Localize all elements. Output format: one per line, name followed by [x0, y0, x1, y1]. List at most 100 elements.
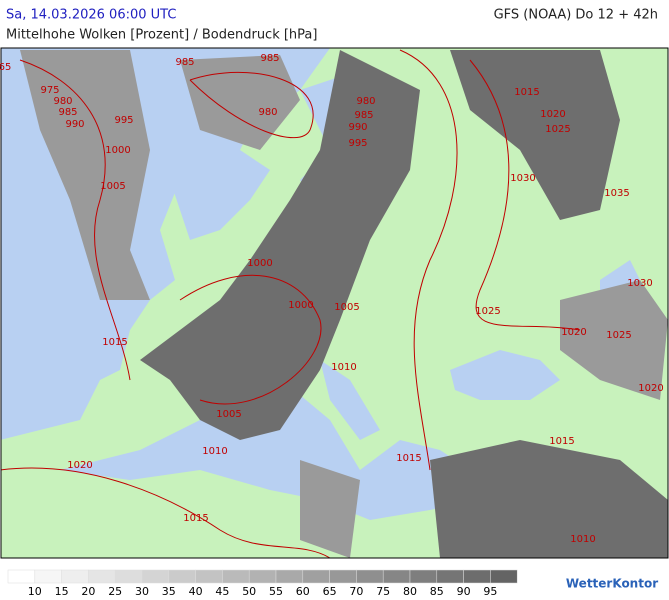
legend-swatch	[195, 569, 223, 584]
legend-swatch	[382, 569, 411, 584]
isobar-label: 1030	[627, 278, 652, 289]
legend-swatch	[141, 569, 170, 584]
legend-swatch	[275, 569, 304, 584]
isobar-label: 1010	[570, 534, 595, 545]
adriatic	[320, 360, 380, 440]
cloud-area	[450, 50, 620, 220]
date-label: Sa, 14.03.2026 06:00 UTC	[6, 8, 176, 23]
legend-label: 75	[376, 585, 390, 598]
isobar-label: 1005	[216, 409, 241, 420]
legend-swatch	[356, 569, 384, 584]
legend-label: 50	[242, 585, 256, 598]
isobar-label: 1025	[545, 124, 570, 135]
isobar-label: 1015	[514, 87, 539, 98]
isobar-label: 1005	[334, 302, 359, 313]
isobar-label: 1035	[604, 188, 629, 199]
cloud-area	[560, 280, 668, 400]
legend-label: 85	[430, 585, 444, 598]
isobar-label: 1000	[105, 145, 130, 156]
isobar-label: 1015	[102, 337, 127, 348]
legend-label: 40	[189, 585, 203, 598]
legend: 10 15 20 25 30 35 40 45 50 55 60 65 70 75 80 85 90 95	[7, 569, 518, 598]
isobar-label: 1000	[247, 258, 272, 269]
cloud-area	[180, 55, 300, 150]
legend-swatch	[7, 569, 36, 584]
legend-swatch	[248, 569, 277, 584]
legend-label: 95	[483, 585, 497, 598]
legend-label: 30	[135, 585, 149, 598]
legend-label: 10	[28, 585, 42, 598]
legend-swatch	[114, 569, 143, 584]
isobar-label: 1015	[396, 453, 421, 464]
legend-swatch	[34, 569, 62, 584]
isobar-label: 1015	[183, 513, 208, 524]
model-label: GFS (NOAA) Do 12 + 42h	[494, 8, 658, 23]
map-frame	[0, 47, 669, 559]
isobar	[399, 49, 458, 471]
isobar-label: 985	[58, 107, 77, 118]
isobar-label: 1020	[561, 327, 586, 338]
isobar-label: 995	[348, 138, 367, 149]
legend-label: 35	[162, 585, 176, 598]
isobar-label: 990	[348, 122, 367, 133]
black-sea	[450, 350, 560, 400]
legend-swatch	[463, 569, 491, 584]
isobar-label: 65	[0, 62, 11, 73]
subtitle: Mittelhohe Wolken [Prozent] / Bodendruck…	[6, 28, 317, 43]
legend-swatch	[61, 569, 89, 584]
isobar-label: 1030	[510, 173, 535, 184]
isobar-label: 1000	[288, 300, 313, 311]
isobar-label: 985	[260, 53, 279, 64]
isobar-label: 1015	[549, 436, 574, 447]
isobar-label: 1020	[67, 460, 92, 471]
isobar-label: 985	[175, 57, 194, 68]
legend-swatch	[436, 569, 464, 584]
legend-swatch	[409, 569, 438, 584]
legend-swatch	[222, 569, 250, 584]
cloud-area	[140, 50, 420, 440]
legend-swatch	[88, 569, 116, 584]
legend-label: 60	[296, 585, 310, 598]
isobar-label: 980	[53, 96, 72, 107]
isobar	[179, 274, 322, 405]
legend-label: 70	[349, 585, 363, 598]
legend-swatch	[329, 569, 357, 584]
legend-label: 20	[81, 585, 95, 598]
isobar-label: 1010	[202, 446, 227, 457]
isobar-label: 1025	[475, 306, 500, 317]
legend-label: 25	[108, 585, 122, 598]
legend-label: 55	[269, 585, 283, 598]
isobar	[189, 71, 314, 139]
legend-label: 45	[215, 585, 229, 598]
isobar	[1, 467, 331, 558]
legend-label: 90	[457, 585, 471, 598]
isobar-label: 1025	[606, 330, 631, 341]
isobar	[19, 59, 131, 381]
isobar-label: 985	[354, 110, 373, 121]
isobar-label: 980	[258, 107, 277, 118]
isobar-label: 975	[40, 85, 59, 96]
isobar	[469, 59, 581, 331]
logo: WetterKontor	[566, 577, 658, 591]
cloud-area	[430, 440, 668, 558]
isobar-label: 1010	[331, 362, 356, 373]
isobar-label: 1005	[100, 181, 125, 192]
legend-label: 15	[55, 585, 69, 598]
isobar-label: 1020	[540, 109, 565, 120]
north-sea	[170, 150, 270, 240]
map	[0, 47, 669, 559]
legend-swatch	[168, 569, 196, 584]
cloud-area	[20, 50, 150, 300]
legend-label: 65	[323, 585, 337, 598]
isobar-label: 995	[114, 115, 133, 126]
legend-swatch	[302, 569, 330, 584]
cloud-area	[300, 460, 360, 558]
isobar-label: 980	[356, 96, 375, 107]
mediterranean	[60, 395, 480, 520]
legend-swatch	[490, 569, 518, 584]
legend-label: 80	[403, 585, 417, 598]
isobar-label: 990	[65, 119, 84, 130]
isobar-label: 1020	[638, 383, 663, 394]
